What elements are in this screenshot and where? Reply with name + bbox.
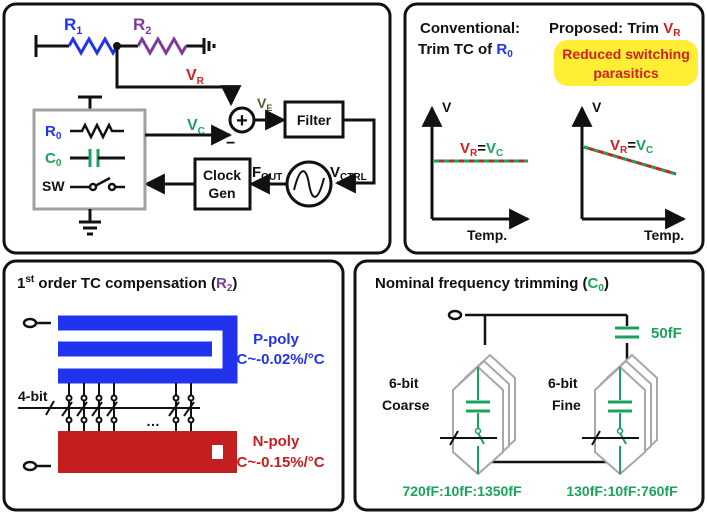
coarse-range: 720fF:10fF:1350fF [402, 483, 521, 499]
switch-icon [70, 176, 125, 192]
n-poly-label: N-poly [253, 433, 300, 450]
right-temp-label: Temp. [644, 227, 684, 243]
conventional-line2: Trim TC of R0 [418, 41, 513, 60]
p-poly-tc: TC~-0.02%/°C [227, 351, 324, 368]
fine-range: 130fF:10fF:760fF [566, 483, 678, 499]
coarse-line1: 6-bit [389, 375, 419, 391]
label-ve: VE [257, 95, 272, 113]
panel-d-title: Nominal frequency trimming (C0) [375, 275, 609, 294]
label-r1: R1 [64, 15, 82, 37]
coarse-bank [452, 353, 516, 476]
p-poly-label: P-poly [253, 331, 299, 348]
clock-gen-line2: Gen [208, 185, 235, 201]
badge-reduced-parasitics [554, 40, 698, 86]
resistor-r1 [67, 35, 119, 57]
n-poly-resistor [58, 431, 237, 473]
right-v-label: V [592, 99, 602, 115]
n-poly-tc: TC~-0.15%/°C [227, 454, 324, 471]
label-vctrl: VCTRL [330, 164, 367, 183]
ellipsis: … [146, 413, 160, 429]
terminal-top [22, 317, 51, 329]
resistor-r0 [70, 122, 124, 140]
tap-switches [61, 383, 195, 431]
badge-line1: Reduced switching [562, 46, 690, 62]
coarse-line2: Coarse [382, 397, 430, 413]
p-poly-resistor [58, 315, 238, 384]
terminal-bottom [22, 460, 51, 472]
resistor-r2 [136, 35, 188, 57]
control-bus-slash [45, 400, 55, 416]
label-c0: C0 [45, 150, 62, 169]
label-sw: SW [42, 178, 65, 194]
fine-line1: 6-bit [548, 375, 578, 391]
conventional-line1: Conventional: [420, 20, 520, 37]
coarse-unit [440, 367, 497, 474]
fine-unit [582, 367, 639, 474]
sine-wave-icon [293, 170, 325, 198]
ground-icon-bottom [79, 209, 101, 236]
vr-wire [115, 46, 242, 107]
summer-plus: + [236, 110, 248, 132]
label-vc: VC [187, 117, 205, 137]
label-vr: VR [186, 67, 205, 87]
panel-c-title: 1st order TC compensation (R2) [17, 274, 237, 294]
left-equation: VR=VC [460, 140, 503, 159]
proposed-title: Proposed: Trim VR [549, 20, 681, 39]
ground-icon [202, 38, 216, 54]
fine-line2: Fine [552, 397, 581, 413]
filter-label: Filter [297, 112, 332, 128]
capacitor-50ff [615, 326, 639, 339]
label-fout: FOUT [252, 164, 282, 183]
bits-label: 4-bit [18, 388, 48, 404]
terminal-d [447, 309, 463, 321]
trim-rails [465, 313, 629, 464]
summer-minus: − [226, 135, 235, 152]
label-r0: R0 [45, 123, 62, 142]
right-vr-line [583, 145, 677, 176]
filter-block [283, 100, 345, 139]
vctrl-wire [334, 118, 376, 194]
label-r2: R2 [133, 15, 151, 37]
right-equation: VR=VC [610, 137, 653, 156]
cap-50ff-label: 50fF [651, 325, 682, 342]
left-temp-label: Temp. [467, 227, 507, 243]
badge-line2: parasitics [593, 65, 659, 81]
capacitor-c0 [70, 149, 125, 167]
left-v-label: V [442, 99, 452, 115]
clock-gen-line1: Clock [203, 167, 241, 183]
